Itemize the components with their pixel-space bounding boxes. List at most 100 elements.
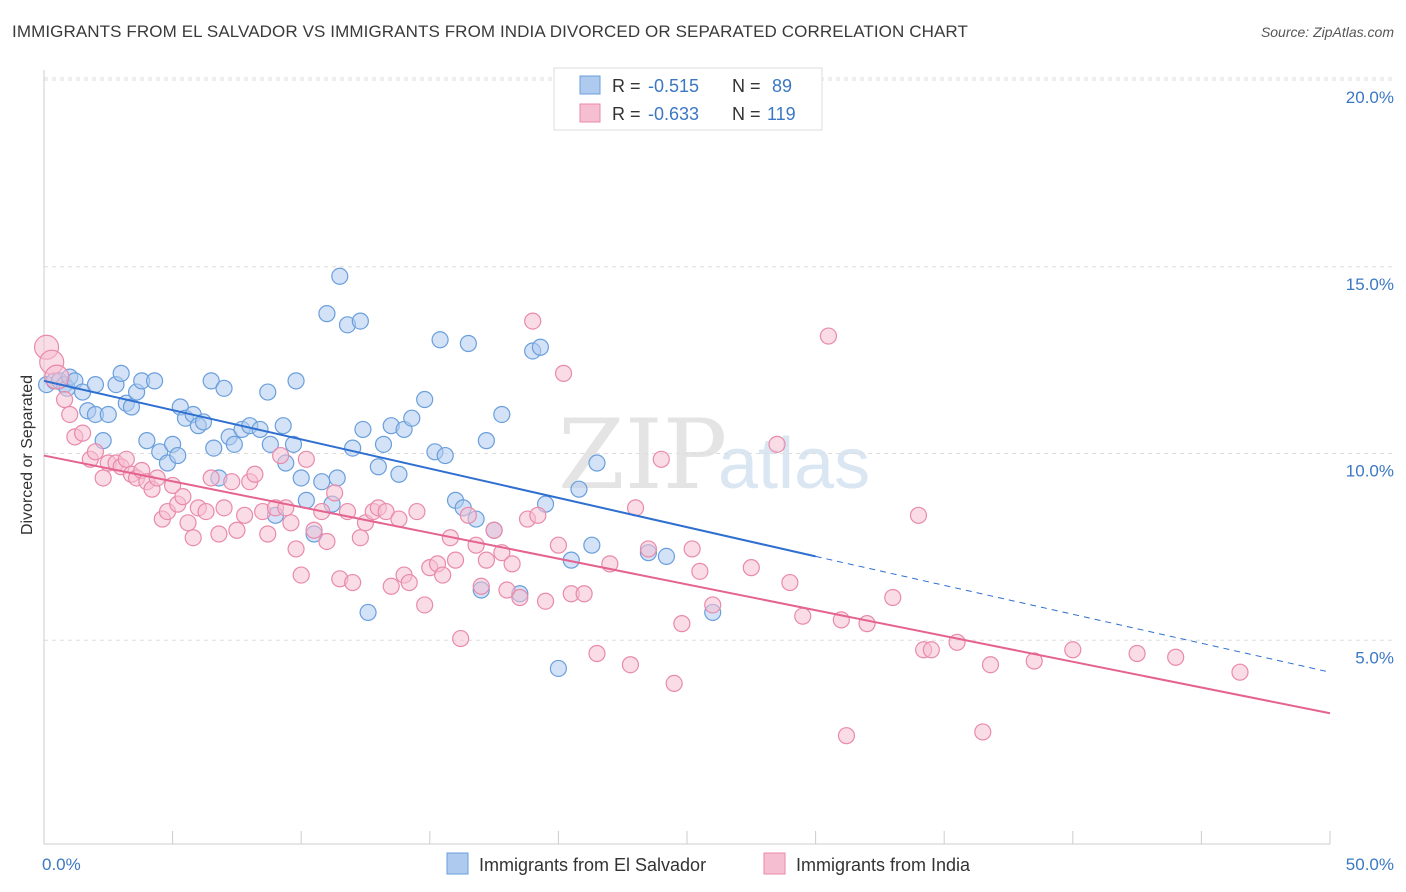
x-tick-label-max: 50.0% bbox=[1346, 855, 1394, 874]
y-tick-labels: 5.0% 10.0% 15.0% 20.0% bbox=[1346, 88, 1394, 667]
y-tick-label-15: 15.0% bbox=[1346, 275, 1394, 294]
el-salvador-point-42 bbox=[274, 417, 292, 435]
india-point-117 bbox=[1231, 663, 1249, 681]
el-salvador-point-49 bbox=[313, 473, 331, 491]
el-salvador-point-10 bbox=[86, 375, 105, 394]
india-point-13 bbox=[117, 450, 135, 468]
india-point-44 bbox=[292, 566, 310, 584]
india-point-77 bbox=[503, 555, 521, 573]
india-point-6 bbox=[73, 424, 92, 442]
india-point-28 bbox=[197, 502, 215, 521]
el-salvador-point-64 bbox=[403, 409, 421, 427]
watermark: ZIP atlas bbox=[558, 399, 870, 511]
el-salvador-point-81 bbox=[549, 659, 568, 678]
x-tick-label-min: 0.0% bbox=[42, 855, 81, 874]
india-point-82 bbox=[536, 592, 555, 610]
legend-n-value-1: 89 bbox=[772, 76, 792, 96]
india-point-43 bbox=[287, 540, 305, 558]
india-point-62 bbox=[408, 502, 426, 521]
india-point-76 bbox=[498, 581, 516, 599]
india-point-71 bbox=[467, 536, 485, 554]
el-salvador-point-19 bbox=[138, 432, 156, 450]
el-salvador-point-44 bbox=[284, 435, 303, 453]
el-salvador-point-45 bbox=[287, 372, 305, 390]
india-point-83 bbox=[549, 536, 568, 554]
india-point-63 bbox=[416, 596, 434, 614]
el-salvador-point-47 bbox=[297, 491, 315, 509]
india-point-31 bbox=[215, 499, 233, 517]
el-salvador-point-52 bbox=[328, 469, 346, 487]
el-salvador-point-56 bbox=[351, 312, 369, 330]
india-point-106 bbox=[884, 588, 902, 607]
india-point-81 bbox=[529, 506, 547, 524]
india-point-95 bbox=[683, 540, 701, 558]
el-salvador-point-68 bbox=[436, 446, 454, 465]
india-point-73 bbox=[477, 551, 495, 569]
series-legend: Immigrants from El Salvador Immigrants f… bbox=[446, 852, 971, 875]
india-point-26 bbox=[184, 529, 202, 547]
india-point-32 bbox=[223, 473, 241, 491]
india-point-89 bbox=[621, 656, 640, 674]
india-point-36 bbox=[246, 465, 264, 483]
india-point-40 bbox=[272, 446, 290, 465]
el-salvador-point-71 bbox=[459, 334, 477, 353]
bottom-legend-swatch-blue bbox=[446, 852, 469, 875]
el-salvador-point-55 bbox=[344, 439, 362, 457]
india-point-100 bbox=[781, 573, 799, 592]
el-salvador-point-14 bbox=[112, 364, 130, 382]
india-point-107 bbox=[909, 506, 928, 524]
india-point-99 bbox=[768, 435, 786, 453]
india-point-72 bbox=[472, 577, 490, 595]
el-salvador-point-24 bbox=[169, 446, 187, 465]
india-point-53 bbox=[351, 529, 369, 547]
india-point-34 bbox=[236, 506, 254, 524]
bottom-legend-swatch-pink bbox=[763, 852, 786, 875]
india-point-30 bbox=[210, 525, 228, 543]
trend-line-el-salvador bbox=[43, 379, 816, 558]
el-salvador-point-53 bbox=[331, 267, 349, 285]
india-point-46 bbox=[305, 521, 323, 539]
el-salvador-point-57 bbox=[354, 420, 372, 439]
trend-line-india bbox=[43, 454, 1331, 715]
y-axis-label: Divorced or Separated bbox=[19, 375, 36, 535]
legend-swatch-blue bbox=[579, 75, 601, 95]
india-point-78 bbox=[511, 588, 529, 607]
el-salvador-point-67 bbox=[431, 331, 449, 349]
el-salvador-point-83 bbox=[570, 480, 588, 498]
legend-n-label-1: N = bbox=[732, 76, 761, 96]
india-point-98 bbox=[742, 559, 760, 577]
india-point-112 bbox=[981, 656, 1000, 674]
el-salvador-point-20 bbox=[145, 372, 164, 390]
india-point-52 bbox=[344, 573, 362, 592]
india-point-105 bbox=[858, 615, 876, 633]
india-point-101 bbox=[794, 607, 812, 625]
el-salvador-point-79 bbox=[531, 338, 549, 356]
legend-r-value-1: -0.515 bbox=[648, 76, 699, 96]
el-salvador-point-46 bbox=[292, 469, 310, 487]
india-point-92 bbox=[652, 450, 670, 468]
india-point-25 bbox=[179, 514, 197, 532]
india-point-86 bbox=[575, 585, 593, 603]
india-point-96 bbox=[691, 562, 709, 580]
bottom-legend-label-india: Immigrants from India bbox=[796, 855, 971, 875]
india-point-48 bbox=[318, 532, 336, 551]
chart-source: Source: ZipAtlas.com bbox=[1260, 24, 1394, 40]
india-point-29 bbox=[202, 469, 220, 487]
india-point-109 bbox=[922, 641, 940, 659]
el-salvador-point-85 bbox=[588, 454, 606, 472]
india-point-57 bbox=[377, 502, 395, 521]
el-salvador-point-60 bbox=[374, 435, 393, 453]
india-point-3 bbox=[55, 390, 74, 409]
y-tick-label-10: 10.0% bbox=[1346, 462, 1394, 481]
el-salvador-point-58 bbox=[359, 603, 377, 622]
el-salvador-point-39 bbox=[259, 383, 277, 401]
el-salvador-point-16 bbox=[122, 398, 141, 416]
india-point-104 bbox=[837, 727, 856, 745]
india-point-111 bbox=[974, 723, 992, 741]
el-salvador-point-62 bbox=[390, 465, 408, 483]
india-point-115 bbox=[1128, 644, 1146, 663]
el-salvador-point-31 bbox=[205, 439, 223, 457]
el-salvador-point-33 bbox=[215, 379, 233, 397]
bottom-legend-label-el-salvador: Immigrants from El Salvador bbox=[479, 855, 706, 875]
india-point-49 bbox=[326, 484, 344, 502]
